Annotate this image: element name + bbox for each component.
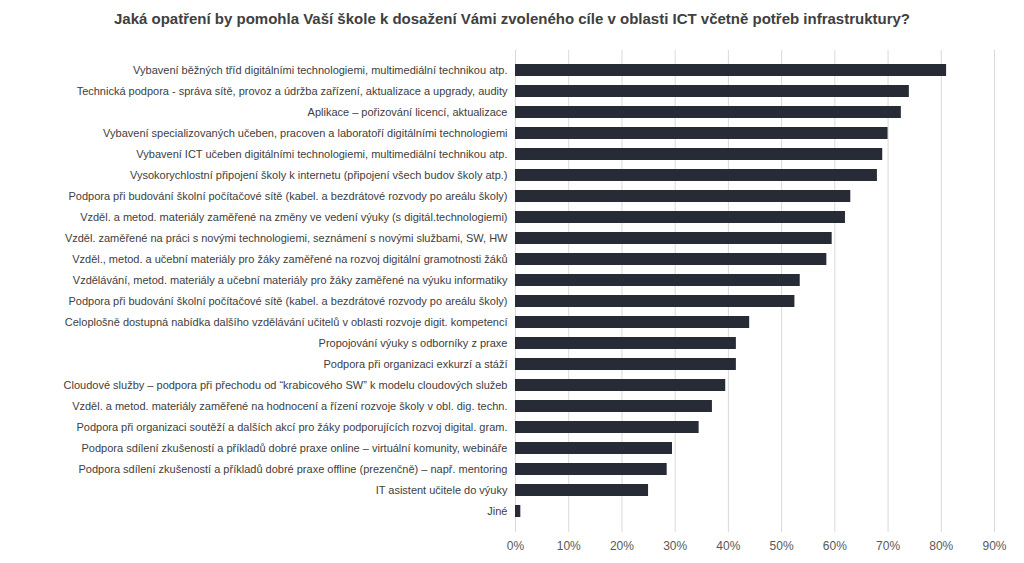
svg-text:80%: 80% xyxy=(929,539,953,553)
svg-text:Podpora sdílení zkušeností a p: Podpora sdílení zkušeností a příkladů do… xyxy=(82,442,508,454)
svg-text:10%: 10% xyxy=(557,539,581,553)
svg-text:Vzděl. a metod. materiály zamě: Vzděl. a metod. materiály zaměřené na zm… xyxy=(80,211,507,223)
svg-text:70%: 70% xyxy=(876,539,900,553)
html-text:Jaká opatření by pomohla Vaší: Jaká opatření by pomohla Vaší škole k do… xyxy=(114,10,910,27)
svg-text:Vybavení specializovaných učeb: Vybavení specializovaných učeben, pracov… xyxy=(103,127,507,139)
svg-text:Celoplošně dostupná nabídka da: Celoplošně dostupná nabídka dalšího vzdě… xyxy=(65,316,508,328)
svg-text:Podpora sdílení zkušeností a p: Podpora sdílení zkušeností a příkladů do… xyxy=(78,463,507,475)
svg-text:Vzděl., metod. a učební materi: Vzděl., metod. a učební materiály pro žá… xyxy=(72,253,507,265)
svg-text:Jiné: Jiné xyxy=(487,505,507,517)
svg-text:Vzděl. zaměřené na práci s nov: Vzděl. zaměřené na práci s novými techno… xyxy=(65,232,508,244)
svg-text:40%: 40% xyxy=(716,539,740,553)
svg-text:Propojování výuky s odborníky: Propojování výuky s odborníky z praxe xyxy=(319,337,508,349)
svg-text:Podpora při organizaci soutěží: Podpora při organizaci soutěží a dalších… xyxy=(76,421,507,433)
svg-text:30%: 30% xyxy=(663,539,687,553)
svg-text:Cloudové služby – podpora při: Cloudové služby – podpora při přechodu o… xyxy=(64,379,508,391)
svg-text:Aplikace – pořizování licencí,: Aplikace – pořizování licencí, aktualiza… xyxy=(308,106,508,118)
svg-text:90%: 90% xyxy=(982,539,1006,553)
svg-text:Podpora při budování školní po: Podpora při budování školní počítačové s… xyxy=(68,190,507,202)
svg-text:Technická podpora - správa sít: Technická podpora - správa sítě, provoz … xyxy=(77,85,508,97)
svg-text:Vybavení ICT učeben digitálním: Vybavení ICT učeben digitálními technolo… xyxy=(136,148,507,160)
svg-text:IT asistent učitele do výuky: IT asistent učitele do výuky xyxy=(376,484,508,496)
svg-text:Vybavení běžných tříd digitáln: Vybavení běžných tříd digitálními techno… xyxy=(133,64,507,76)
svg-text:50%: 50% xyxy=(770,539,794,553)
svg-text:Vzdělávání, metod. materiály a: Vzdělávání, metod. materiály a učební ma… xyxy=(73,274,508,286)
svg-text:Podpora při budování školní po: Podpora při budování školní počítačové s… xyxy=(68,295,507,307)
svg-text:20%: 20% xyxy=(610,539,634,553)
svg-text:Vysokorychlostní připojení ško: Vysokorychlostní připojení školy k inter… xyxy=(130,169,507,181)
svg-text:Vzděl. a metod. materiály zamě: Vzděl. a metod. materiály zaměřené na ho… xyxy=(72,400,507,412)
svg-text:Podpora při organizaci exkurzí: Podpora při organizaci exkurzí a stáží xyxy=(323,358,507,370)
svg-text:0%: 0% xyxy=(507,539,525,553)
svg-text:60%: 60% xyxy=(823,539,847,553)
